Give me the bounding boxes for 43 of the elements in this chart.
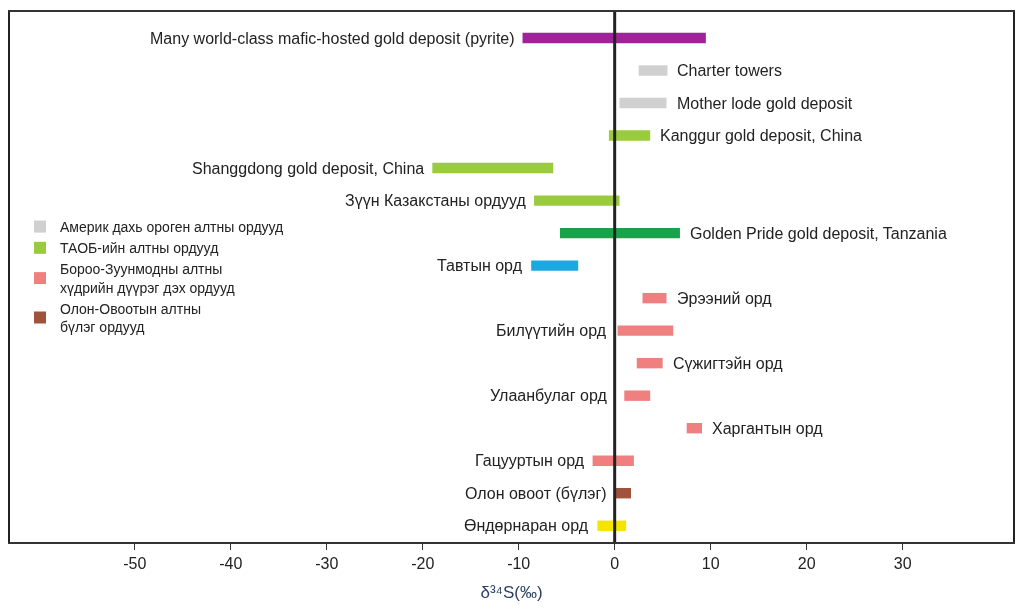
x-tick-label: 20 xyxy=(797,555,816,573)
y-tick-label: Сүжигтэйн орд xyxy=(673,355,784,372)
x-tick-label: -20 xyxy=(411,555,435,573)
y-tick-label: Харгантын орд xyxy=(712,420,824,437)
bar xyxy=(638,65,668,76)
y-tick-label: Өндөрнаран орд xyxy=(464,517,589,534)
x-tick-label: 30 xyxy=(893,555,912,573)
y-tick-label: Mother lode gold deposit xyxy=(677,95,853,112)
legend-label: Бороо-Зуунмодны алтны хүдрийн дүүрэг дэх ордууд xyxy=(60,261,235,296)
y-tick-label: Shanggdong gold deposit, China xyxy=(192,160,425,177)
bar xyxy=(686,422,703,434)
bar xyxy=(619,97,667,109)
bar xyxy=(432,162,554,174)
legend-label: Олон-Овоотын алтны бүлэг ордууд xyxy=(60,300,201,336)
y-tick-label: Гацууртын орд xyxy=(475,452,585,469)
y-tick-label: Kanggur gold deposit, China xyxy=(660,127,863,144)
bar xyxy=(636,357,663,369)
bar xyxy=(534,195,620,206)
bar xyxy=(522,32,706,44)
y-tick-label: Charter towers xyxy=(677,62,782,79)
bar xyxy=(617,325,674,336)
y-tick-label: Олон овоот (бүлэг) xyxy=(465,485,607,502)
bar xyxy=(624,390,651,401)
bar xyxy=(642,292,667,304)
y-tick-label: Тавтын орд xyxy=(437,257,523,274)
y-tick-label: Билүүтийн орд xyxy=(496,322,607,339)
y-tick-label: Many world-class mafic-hosted gold deposit (pyrite) xyxy=(150,30,515,47)
y-tick-label: Зүүн Казакстаны ордууд xyxy=(345,192,527,209)
x-tick-label: 0 xyxy=(610,555,620,573)
x-tick-label: -30 xyxy=(315,555,339,573)
bar xyxy=(559,227,680,239)
y-tick-label: Golden Pride gold deposit, Tanzania xyxy=(690,225,947,242)
x-tick-label: -40 xyxy=(219,555,243,573)
x-axis-title: δ³⁴S(‰) xyxy=(480,583,543,603)
bar xyxy=(608,130,651,141)
x-tick-label: -50 xyxy=(123,555,147,573)
x-tick-label: 10 xyxy=(701,555,720,573)
y-tick-label: Эрээний орд xyxy=(677,290,773,307)
legend-label: ТАОБ-ийн алтны ордууд xyxy=(60,240,219,257)
bar xyxy=(531,260,579,271)
y-tick-label: Улаанбулаг орд xyxy=(490,387,608,404)
x-tick-label: -10 xyxy=(507,555,531,573)
legend-label: Америк дахь ороген алтны ордууд xyxy=(60,219,284,236)
